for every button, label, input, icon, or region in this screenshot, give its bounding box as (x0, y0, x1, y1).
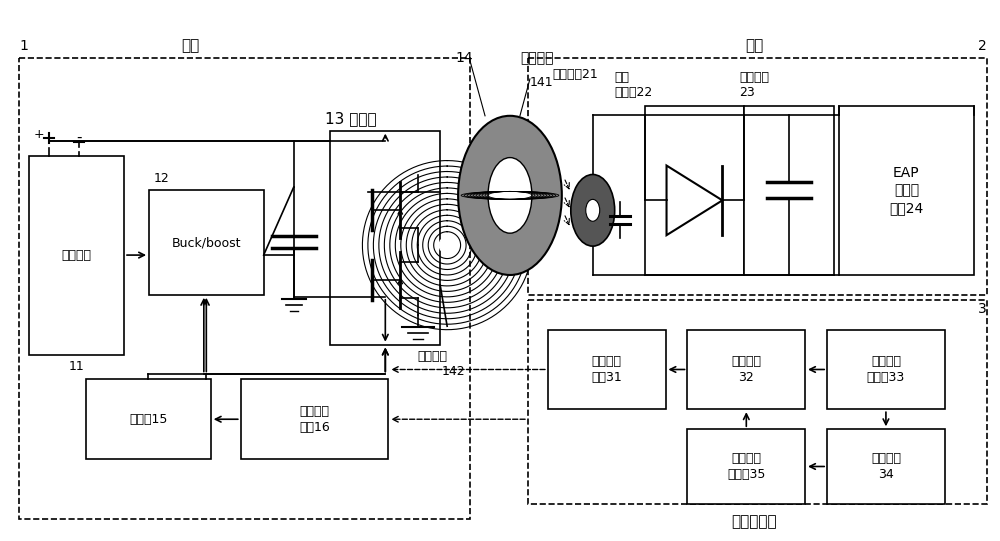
Text: 12: 12 (154, 173, 170, 186)
Text: 2: 2 (978, 39, 987, 53)
Text: 体内: 体内 (745, 38, 763, 53)
Text: 13 逆变器: 13 逆变器 (325, 111, 377, 126)
Text: 11: 11 (69, 360, 85, 373)
Bar (241, 379, 388, 459)
Bar (548, 329, 666, 410)
Bar (744, 106, 834, 275)
Text: 维持电容
23: 维持电容 23 (739, 71, 769, 99)
Ellipse shape (488, 157, 532, 233)
Bar (839, 106, 974, 275)
Bar (29, 156, 124, 354)
Text: 压电薄膜
34: 压电薄膜 34 (871, 452, 901, 481)
Text: 141: 141 (530, 76, 554, 89)
Text: Buck/boost: Buck/boost (172, 236, 241, 249)
Text: 接收线圈21: 接收线圈21 (553, 68, 599, 81)
Bar (687, 429, 805, 504)
Ellipse shape (458, 116, 562, 275)
Text: 蓝牙发射
模块31: 蓝牙发射 模块31 (591, 355, 622, 384)
Text: 142: 142 (442, 365, 466, 378)
Text: 14: 14 (455, 51, 473, 65)
Text: 信号拾取
传感器33: 信号拾取 传感器33 (867, 355, 905, 384)
Bar (86, 379, 211, 459)
Bar (19, 58, 470, 519)
Bar (827, 429, 945, 504)
Text: -: - (76, 130, 82, 145)
Bar (827, 329, 945, 410)
Text: 蓝牙接收
模块16: 蓝牙接收 模块16 (299, 405, 330, 434)
Text: EAP
电活性
薄膜24: EAP 电活性 薄膜24 (889, 166, 923, 215)
Text: 外置电池: 外置电池 (62, 248, 92, 262)
Text: 发射线圈: 发射线圈 (417, 349, 447, 362)
Text: 中继线圈: 中继线圈 (520, 51, 553, 65)
Bar (330, 131, 440, 345)
Text: 腕部或颈部: 腕部或颈部 (731, 514, 777, 529)
Ellipse shape (571, 175, 615, 246)
Text: 3: 3 (978, 302, 987, 316)
Bar (528, 300, 987, 504)
Text: 高压
整流桥22: 高压 整流桥22 (615, 71, 653, 99)
Text: 体外: 体外 (182, 38, 200, 53)
Text: 主控器15: 主控器15 (129, 413, 168, 426)
Text: 控制电路
32: 控制电路 32 (731, 355, 761, 384)
Ellipse shape (586, 200, 600, 221)
Text: 动态应变
传感器35: 动态应变 传感器35 (727, 452, 766, 481)
Text: 1: 1 (19, 39, 28, 53)
Circle shape (439, 237, 455, 253)
Bar (645, 106, 744, 275)
Bar (149, 190, 264, 295)
Bar (528, 58, 987, 295)
Text: +: + (34, 128, 45, 141)
Bar (687, 329, 805, 410)
